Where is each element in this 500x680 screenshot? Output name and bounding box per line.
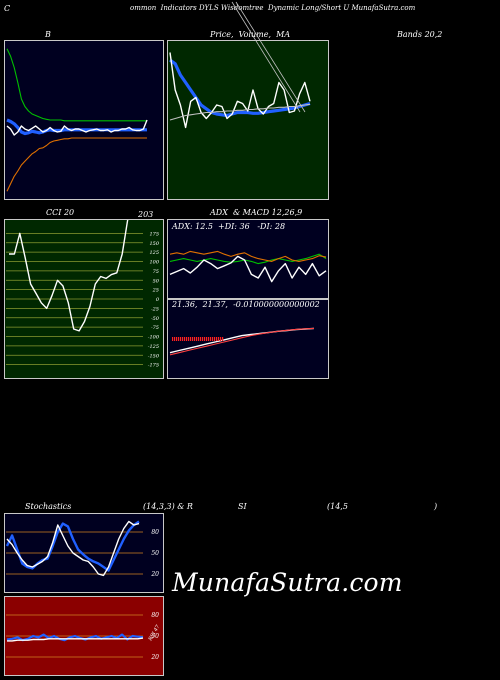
price-ma-chart: [169, 52, 311, 129]
macd-hist-bar: [186, 337, 188, 341]
macd-hist-bar: [174, 337, 176, 341]
macd-hist-bar: [218, 337, 220, 341]
macd-hist-bar: [178, 337, 180, 341]
macd-hist-bar: [198, 337, 200, 341]
bollinger-chart: [6, 48, 148, 192]
price-ma-panel: [167, 40, 329, 200]
rsi-close: ): [434, 502, 438, 511]
macd-hist-bar: [182, 337, 184, 341]
page-title: ommon Indicators DYLS Wisdomtree Dynamic…: [130, 4, 416, 12]
series-cci-line: [9, 220, 129, 332]
tick-label: 150: [149, 241, 159, 247]
watermark: MunafaSutra.com: [172, 568, 403, 597]
series-d-line: [6, 520, 140, 577]
rsi-label: SI: [238, 502, 247, 511]
macd-hist-bar: [206, 337, 208, 341]
tick-label: 25: [152, 288, 159, 294]
tick-label: 50: [153, 278, 160, 284]
tick-label: 20: [150, 571, 159, 578]
macd-hist-bar: [200, 337, 202, 341]
series-rsiavg-line: [7, 637, 144, 642]
tick-label: 75: [153, 269, 159, 275]
price-ma-label: Price, Volume, MA: [210, 30, 291, 39]
macd-hist-bar: [216, 337, 218, 341]
macd-hist-bar: [172, 337, 174, 341]
cci-panel: 175 150 125 100 75 50 25 0 -25 -50 -75 -100 -125 -150…: [4, 219, 164, 379]
series-di-line: [169, 250, 327, 262]
bands-label: Bands 20,2: [397, 30, 443, 39]
macd-hist-bar: [196, 337, 198, 341]
adx-macd-label: ADX & MACD 12,26,9: [210, 208, 303, 217]
stoch-params: (14,3,3) & R: [143, 502, 193, 511]
series-k-line: [5, 520, 140, 572]
macd-hist-bar: [188, 337, 190, 341]
rsi-params: (14,5: [327, 502, 348, 511]
macd-hist-bar: [180, 337, 182, 341]
macd-hist-bar: [214, 337, 216, 341]
adx-values: ADX: 12.5 +DI: 36 -DI: 28: [172, 222, 286, 231]
bollinger-panel: [4, 40, 164, 200]
series-adx-line: [169, 255, 327, 283]
series-macd-line: [169, 327, 315, 354]
series-upper-line: [6, 48, 147, 122]
tick-label: -175: [148, 363, 159, 369]
macd-hist-bar: [190, 337, 192, 341]
macd-panel: 21.36, 21.37, -0.010000000000002: [167, 299, 329, 379]
macd-hist-bar: [220, 337, 222, 341]
adx-panel: ADX: 12.5 +DI: 36 -DI: 28: [167, 219, 329, 299]
tick-label: -125: [148, 344, 159, 350]
left-letter: C: [4, 4, 11, 13]
tick-label: -25: [151, 306, 159, 312]
tick-label: 80: [151, 529, 159, 536]
macd-hist-bar: [202, 337, 204, 341]
series-middle-line: [6, 118, 147, 136]
stochastics-label: Stochastics: [25, 502, 72, 511]
adx-chart: [169, 250, 327, 283]
tick-label: 50: [151, 633, 159, 640]
tick-label: 100: [149, 260, 159, 266]
macd-hist-bar: [184, 337, 186, 341]
macd-chart: [169, 327, 315, 356]
macd-hist-bar: [192, 337, 194, 341]
macd-hist-bar: [212, 337, 214, 341]
tick-label: 50: [151, 550, 159, 557]
tick-label: 0: [156, 297, 160, 303]
tick-label: 80: [151, 612, 159, 619]
macd-hist-bar: [176, 337, 178, 341]
series-lower-line: [6, 137, 147, 192]
macd-values: 21.36, 21.37, -0.010000000000002: [172, 300, 320, 309]
cci-label: CCI 20: [46, 208, 75, 217]
series-price-line: [6, 119, 148, 136]
series-signal-line: [169, 327, 315, 356]
tick-label: -75: [151, 325, 159, 331]
series-di-line: [169, 253, 327, 265]
series-rsi-line: [6, 633, 144, 642]
bollinger-label: B: [45, 30, 51, 39]
tick-label: 125: [149, 250, 159, 256]
macd-hist-bar: [208, 337, 210, 341]
stochastics-chart: 80 50 20: [5, 520, 159, 578]
stochastics-panel: 80 50 20: [4, 513, 164, 593]
series-mafast-line: [169, 58, 311, 118]
macd-hist-bar: [222, 337, 224, 341]
tick-label: 20: [150, 654, 159, 661]
tick-label: -50: [151, 316, 160, 322]
tick-label: -150: [148, 353, 160, 359]
macd-hist-bar: [194, 337, 196, 341]
tick-label: 175: [149, 231, 159, 237]
rsi-panel: 80 50 20 RSI 47: [4, 596, 164, 676]
macd-hist-bar: [210, 337, 212, 341]
macd-hist-bar: [204, 337, 206, 341]
cci-chart: 175 150 125 100 75 50 25 0 -25 -50 -75 -100 -125 -150…: [6, 220, 160, 369]
cci-value: 203: [138, 210, 154, 219]
tick-label: -100: [148, 335, 160, 341]
